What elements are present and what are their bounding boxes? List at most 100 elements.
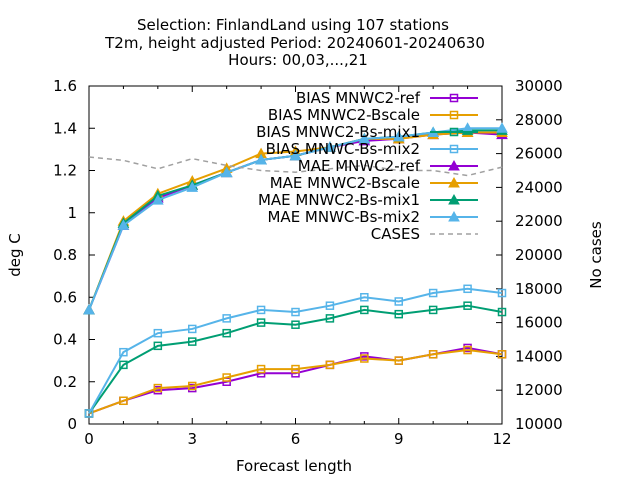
- data-point: [325, 301, 335, 310]
- data-point: [153, 328, 163, 338]
- y-tick-label: 0.8: [53, 246, 77, 264]
- x-tick-label: 12: [492, 430, 511, 448]
- data-point: [153, 383, 163, 393]
- legend-entry: MAE MNWC2-Bscale: [270, 174, 478, 192]
- data-point: [291, 307, 300, 317]
- legend-entry: MAE MNWC2-Bs-mix1: [258, 191, 478, 209]
- y2-tick-label: 24000: [515, 178, 563, 196]
- data-point: [392, 130, 405, 142]
- y2-tick-label: 14000: [515, 347, 563, 365]
- legend-entry: MAE MNWC2-ref: [298, 157, 478, 175]
- x-tick-label: 9: [394, 430, 404, 448]
- data-point: [222, 373, 231, 382]
- legend-label: MAE MNWC2-ref: [298, 157, 421, 175]
- y2-tick-label: 30000: [515, 77, 563, 95]
- data-point: [256, 318, 266, 327]
- x-tick-label: 3: [187, 430, 197, 448]
- y-tick-label: 1.2: [53, 162, 77, 180]
- y2-tick-label: 10000: [515, 415, 563, 433]
- y-axis-label: deg C: [6, 233, 24, 277]
- data-point: [360, 305, 369, 315]
- title-line-1: Selection: FinlandLand using 107 station…: [137, 16, 449, 34]
- legend-label: BIAS MNWC2-Bs-mix1: [256, 123, 420, 141]
- data-point: [360, 293, 369, 302]
- y-tick-label: 1.4: [53, 119, 77, 137]
- legend-label: MAE MNWC-Bs-mix2: [267, 208, 420, 226]
- x-tick-label: 0: [84, 430, 94, 448]
- y-tick-label: 1.6: [53, 77, 77, 95]
- data-point: [220, 166, 233, 178]
- axes: 0 3 6 9 12 0 0.2 0.4 0.6 0.8 1 1.2 1.4 1.6 10000 12000 1…: [53, 77, 563, 448]
- data-point: [497, 288, 507, 298]
- data-point: [186, 181, 199, 192]
- legend-label: BIAS MNWC-Bs-mix2: [266, 140, 420, 158]
- y-tick-label: 0: [67, 415, 77, 433]
- data-point: [255, 153, 267, 165]
- data-point: [119, 396, 128, 406]
- data-point: [428, 305, 438, 315]
- series-cases: [88, 156, 503, 177]
- data-point: [188, 381, 197, 391]
- legend-label: BIAS MNWC2-ref: [296, 89, 421, 107]
- data-point: [463, 345, 472, 355]
- legend-entry: BIAS MNWC2-Bs-mix1: [256, 123, 478, 141]
- legend-entry: BIAS MNWC2-Bscale: [268, 106, 478, 124]
- y2-tick-label: 16000: [515, 314, 563, 332]
- y-tick-label: 0.6: [53, 288, 77, 306]
- data-point: [84, 409, 94, 418]
- data-point: [291, 320, 300, 329]
- series-line: [88, 304, 503, 415]
- legend-marker: [449, 144, 459, 154]
- data-point: [497, 350, 507, 359]
- series-bias-mnwc-bs-mix2: [84, 284, 507, 418]
- legend-label: CASES: [371, 225, 420, 243]
- y2-tick-label: 12000: [515, 381, 563, 399]
- data-point: [119, 360, 128, 370]
- series-line: [88, 346, 503, 415]
- data-point: [119, 347, 128, 357]
- series-bias-mnwc2-ref: [84, 343, 507, 418]
- y-tick-label: 0.4: [53, 331, 77, 349]
- data-point: [325, 360, 335, 370]
- data-point: [497, 307, 507, 317]
- y2-tick-label: 20000: [515, 246, 563, 264]
- data-point: [463, 301, 472, 310]
- data-point: [151, 194, 164, 205]
- data-point: [153, 341, 163, 351]
- y2-axis-label: No cases: [587, 221, 605, 289]
- y-tick-label: 1: [67, 204, 77, 222]
- data-point: [428, 288, 438, 298]
- legend-marker: [448, 159, 460, 171]
- title-line-3: Hours: 00,03,...,21: [228, 51, 368, 69]
- data-point: [394, 356, 403, 365]
- data-point: [188, 337, 197, 346]
- series-bias-mnwc2-bscale: [84, 345, 507, 418]
- legend-marker: [449, 93, 459, 103]
- data-point: [324, 141, 336, 152]
- y2-tick-label: 18000: [515, 280, 563, 298]
- data-point: [496, 122, 508, 133]
- series-line: [88, 349, 503, 415]
- series-line: [88, 287, 503, 414]
- legend-marker: [448, 193, 460, 205]
- legend-marker: [449, 127, 459, 137]
- data-point: [256, 305, 266, 315]
- data-point: [222, 328, 231, 338]
- legend-entry: BIAS MNWC-Bs-mix2: [266, 140, 478, 158]
- legend-entry: CASES: [371, 225, 478, 243]
- data-point: [360, 354, 369, 363]
- chart-title: Selection: FinlandLand using 107 station…: [104, 16, 485, 69]
- data-point: [358, 132, 371, 144]
- plot-frame: [88, 85, 503, 425]
- data-point: [222, 314, 231, 323]
- x-axis-label: Forecast length: [236, 457, 352, 475]
- data-point: [83, 303, 95, 315]
- data-point: [117, 219, 130, 230]
- x-tick-label: 6: [291, 430, 301, 448]
- data-point: [325, 314, 335, 323]
- legend-label: MAE MNWC2-Bscale: [270, 174, 420, 192]
- legend-label: MAE MNWC2-Bs-mix1: [258, 191, 420, 209]
- legend-marker: [449, 110, 459, 120]
